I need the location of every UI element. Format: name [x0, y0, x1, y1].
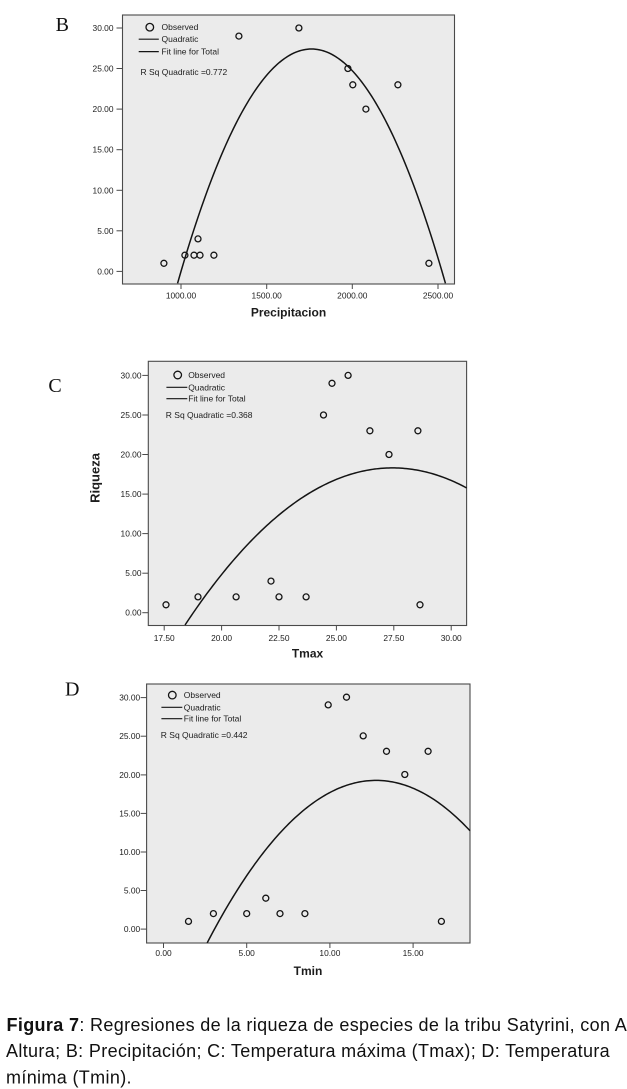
svg-text:22.50: 22.50	[269, 633, 290, 643]
svg-text:30.00: 30.00	[93, 23, 114, 33]
svg-text:0.00: 0.00	[125, 608, 142, 618]
svg-text:10.00: 10.00	[319, 948, 340, 958]
svg-text:0.00: 0.00	[124, 924, 141, 934]
svg-text:25.00: 25.00	[93, 64, 114, 74]
svg-text:5.00: 5.00	[124, 886, 141, 896]
svg-text:27.50: 27.50	[383, 633, 404, 643]
svg-text:Observed: Observed	[162, 22, 199, 32]
svg-text:20.00: 20.00	[93, 104, 114, 114]
svg-text:30.00: 30.00	[121, 370, 142, 380]
svg-text:C: C	[48, 375, 61, 397]
svg-text:30.00: 30.00	[441, 633, 462, 643]
svg-text:Altura; B: Precipitación; C: T: Altura; B: Precipitación; C: Temperatura…	[6, 1041, 611, 1061]
svg-text:Quadratic: Quadratic	[184, 702, 222, 712]
svg-text:15.00: 15.00	[119, 808, 140, 818]
svg-text:1000.00: 1000.00	[166, 291, 197, 301]
svg-text:Fit line for Total: Fit line for Total	[184, 714, 242, 724]
svg-text:R Sq Quadratic =0.368: R Sq Quadratic =0.368	[166, 410, 253, 420]
svg-text:5.00: 5.00	[125, 568, 142, 578]
svg-text:R Sq Quadratic =0.772: R Sq Quadratic =0.772	[141, 67, 228, 77]
svg-text:Tmin: Tmin	[294, 964, 323, 978]
svg-text:Quadratic: Quadratic	[162, 34, 200, 44]
svg-text:1500.00: 1500.00	[252, 291, 283, 301]
svg-text:30.00: 30.00	[119, 693, 140, 703]
svg-text:Figura 7: Regresiones de la ri: Figura 7: Regresiones de la riqueza de e…	[7, 1015, 627, 1035]
svg-text:R Sq Quadratic =0.442: R Sq Quadratic =0.442	[161, 730, 248, 740]
svg-text:Fit line for Total: Fit line for Total	[162, 47, 220, 57]
svg-text:0.00: 0.00	[97, 266, 114, 276]
svg-text:17.50: 17.50	[154, 633, 175, 643]
svg-text:2000.00: 2000.00	[337, 291, 368, 301]
svg-text:15.00: 15.00	[93, 145, 114, 155]
svg-text:mínima (Tmin).: mínima (Tmin).	[6, 1067, 132, 1087]
svg-text:0.00: 0.00	[155, 948, 172, 958]
svg-text:10.00: 10.00	[119, 847, 140, 857]
svg-text:B: B	[56, 14, 69, 36]
svg-text:D: D	[65, 679, 79, 701]
svg-text:Observed: Observed	[184, 690, 221, 700]
svg-text:Quadratic: Quadratic	[188, 382, 226, 392]
svg-text:25.00: 25.00	[121, 410, 142, 420]
svg-text:Riqueza: Riqueza	[88, 452, 103, 503]
svg-text:20.00: 20.00	[119, 770, 140, 780]
svg-text:5.00: 5.00	[97, 226, 114, 236]
svg-text:2500.00: 2500.00	[423, 291, 454, 301]
svg-text:Fit line for Total: Fit line for Total	[188, 394, 246, 404]
svg-text:Precipitacion: Precipitacion	[251, 306, 326, 320]
svg-text:10.00: 10.00	[93, 185, 114, 195]
svg-text:Observed: Observed	[188, 370, 225, 380]
svg-text:5.00: 5.00	[239, 948, 256, 958]
svg-text:10.00: 10.00	[121, 529, 142, 539]
svg-text:25.00: 25.00	[326, 633, 347, 643]
svg-text:15.00: 15.00	[121, 489, 142, 499]
svg-text:20.00: 20.00	[211, 633, 232, 643]
svg-text:15.00: 15.00	[403, 948, 424, 958]
svg-text:20.00: 20.00	[121, 450, 142, 460]
svg-text:Tmax: Tmax	[292, 647, 324, 661]
svg-text:25.00: 25.00	[119, 731, 140, 741]
